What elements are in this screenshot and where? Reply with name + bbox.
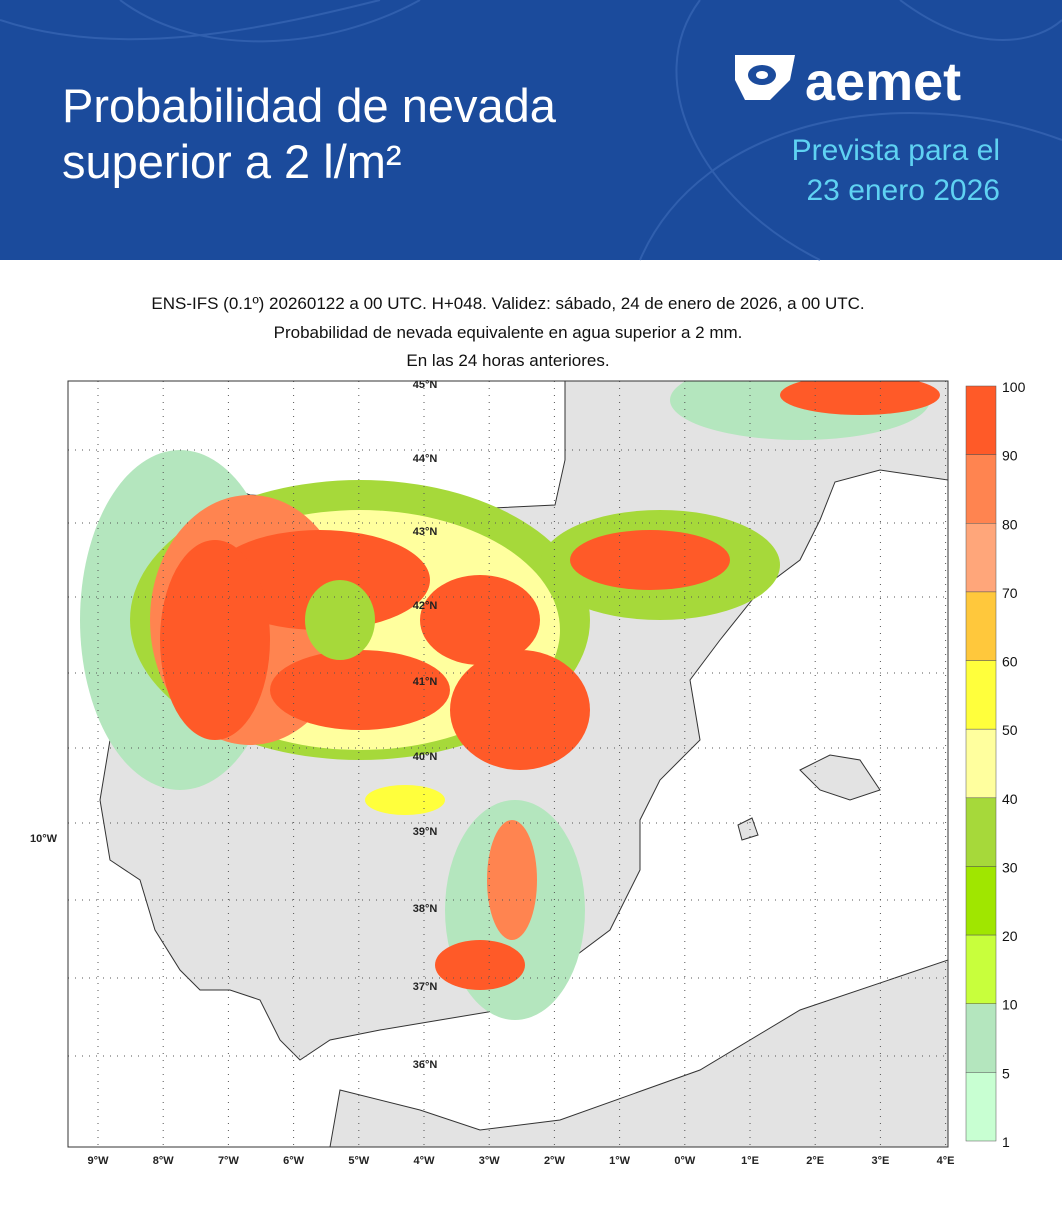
- legend-swatch: [965, 454, 997, 524]
- snow-probability: [80, 381, 940, 1020]
- map-title: En las 24 horas anteriores.: [406, 351, 609, 370]
- header-title: superior a 2 l/m²: [62, 135, 402, 188]
- header-title: Probabilidad de nevada: [62, 79, 557, 132]
- legend-swatch: [965, 591, 997, 661]
- latitude-label: 39°N: [413, 826, 438, 838]
- legend-swatch: [965, 385, 997, 455]
- latitude-label: 36°N: [413, 1059, 438, 1071]
- map-frame: [67, 380, 949, 1148]
- legend-label: 10: [1002, 997, 1018, 1013]
- longitude-label: 5°W: [348, 1155, 370, 1167]
- latitude-label: 37°N: [413, 981, 438, 993]
- longitude-label: 2°E: [806, 1155, 824, 1167]
- latitude-label: 42°N: [413, 600, 438, 612]
- header-subtitle: 23 enero 2026: [806, 174, 1000, 207]
- longitude-label: 7°W: [218, 1155, 240, 1167]
- legend-label: 100: [1002, 379, 1026, 395]
- legend-label: 90: [1002, 448, 1018, 464]
- legend-swatch: [965, 797, 997, 867]
- latitude-label: 40°N: [413, 751, 438, 763]
- legend-swatch: [965, 728, 997, 799]
- map-labels: 45°N 44°N 43°N 42°N 41°N 40°N 39°N 38°N 37°N 36°N…: [30, 379, 955, 1167]
- longitude-label: 6°W: [283, 1155, 305, 1167]
- legend-label: 60: [1002, 654, 1018, 670]
- map-title: Probabilidad de nevada equivalente en ag…: [274, 323, 743, 342]
- legend-label: 20: [1002, 928, 1018, 944]
- legend-label: 1: [1002, 1134, 1010, 1150]
- latitude-label: 43°N: [413, 526, 438, 538]
- legend: 100 90 80 70 60 50 40 30 20 10 5 1: [965, 379, 1026, 1150]
- map-title: ENS-IFS (0.1º) 20260122 a 00 UTC. H+048.…: [151, 294, 864, 313]
- longitude-label: 4°W: [414, 1155, 436, 1167]
- legend-swatch: [965, 1072, 997, 1142]
- legend-swatch: [965, 523, 997, 593]
- longitude-label: 9°W: [88, 1155, 110, 1167]
- latitude-label: 44°N: [413, 453, 438, 465]
- legend-swatch: [965, 1003, 997, 1073]
- longitude-label: 4°E: [937, 1155, 955, 1167]
- legend-swatch: [965, 660, 997, 730]
- longitude-label: 10°W: [30, 833, 58, 845]
- longitude-label: 3°W: [479, 1155, 501, 1167]
- logo-text: aemet: [805, 52, 961, 112]
- longitude-label: 1°E: [741, 1155, 759, 1167]
- legend-label: 70: [1002, 585, 1018, 601]
- map: [68, 381, 948, 1147]
- longitude-label: 1°W: [609, 1155, 631, 1167]
- logo-icon: [735, 55, 795, 100]
- longitude-label: 3°E: [871, 1155, 889, 1167]
- legend-label: 5: [1002, 1065, 1010, 1081]
- longitude-label: 2°W: [544, 1155, 566, 1167]
- legend-swatch: [965, 934, 997, 1004]
- longitude-label: 0°W: [674, 1155, 696, 1167]
- header-subtitle: Prevista para el: [792, 134, 1000, 167]
- header-background: [0, 0, 1062, 260]
- latitude-label: 38°N: [413, 903, 438, 915]
- legend-swatch: [965, 866, 997, 936]
- legend-label: 30: [1002, 859, 1018, 875]
- legend-label: 80: [1002, 516, 1018, 532]
- header-decoration: [0, 0, 1062, 261]
- longitude-label: 8°W: [153, 1155, 175, 1167]
- latitude-label: 41°N: [413, 676, 438, 688]
- legend-label: 50: [1002, 722, 1018, 738]
- latitude-label: 45°N: [413, 379, 438, 391]
- legend-label: 40: [1002, 791, 1018, 807]
